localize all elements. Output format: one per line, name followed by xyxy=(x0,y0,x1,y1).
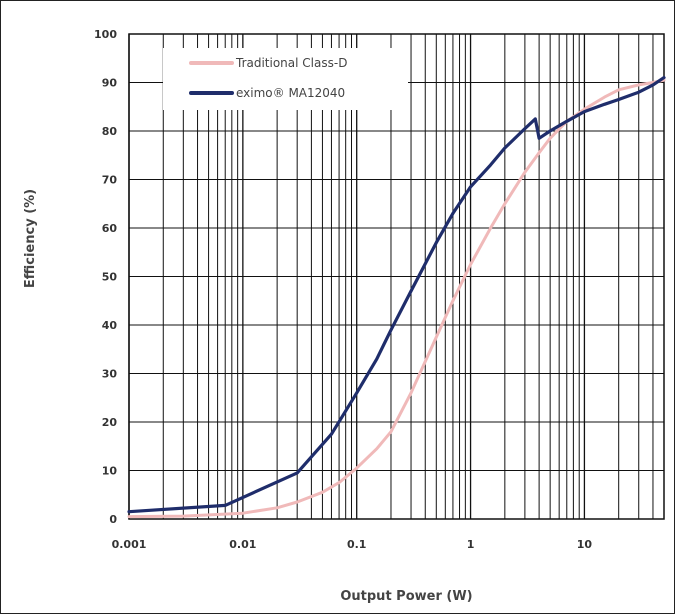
x-tick-label: 0.1 xyxy=(347,538,367,551)
y-tick-labels: 0 10 20 30 40 50 60 70 80 90 100 xyxy=(94,28,117,526)
y-tick-label: 70 xyxy=(102,174,118,187)
y-tick-label: 80 xyxy=(102,125,118,138)
legend-background xyxy=(163,48,408,110)
y-tick-label: 90 xyxy=(102,77,118,90)
series-line-eximo-ma12040 xyxy=(127,76,666,514)
legend-label-eximo-ma12040: eximo® MA12040 xyxy=(236,86,345,100)
x-tick-labels: 0.001 0.01 0.1 1 10 xyxy=(112,538,593,551)
plot-border xyxy=(128,33,665,520)
x-tick-label: 1 xyxy=(467,538,475,551)
y-tick-label: 60 xyxy=(102,222,118,235)
x-tick-label: 0.01 xyxy=(229,538,256,551)
y-tick-label: 0 xyxy=(109,513,117,526)
x-tick-label: 0.001 xyxy=(112,538,147,551)
legend-label-traditional-class-d: Traditional Class-D xyxy=(235,56,347,70)
y-tick-label: 50 xyxy=(102,271,118,284)
y-tick-label: 30 xyxy=(102,368,118,381)
y-tick-label: 100 xyxy=(94,28,117,41)
y-tick-label: 20 xyxy=(102,416,118,429)
x-tick-label: 10 xyxy=(577,538,593,551)
legend: Traditional Class-D eximo® MA12040 xyxy=(163,48,408,110)
y-tick-label: 40 xyxy=(102,319,118,332)
x-axis-title: Output Power (W) xyxy=(340,589,472,604)
series-layer xyxy=(127,76,666,519)
series-line-traditional-class-d xyxy=(127,78,666,519)
y-tick-label: 10 xyxy=(102,465,118,478)
y-axis-title: Efficiency (%) xyxy=(23,189,38,288)
